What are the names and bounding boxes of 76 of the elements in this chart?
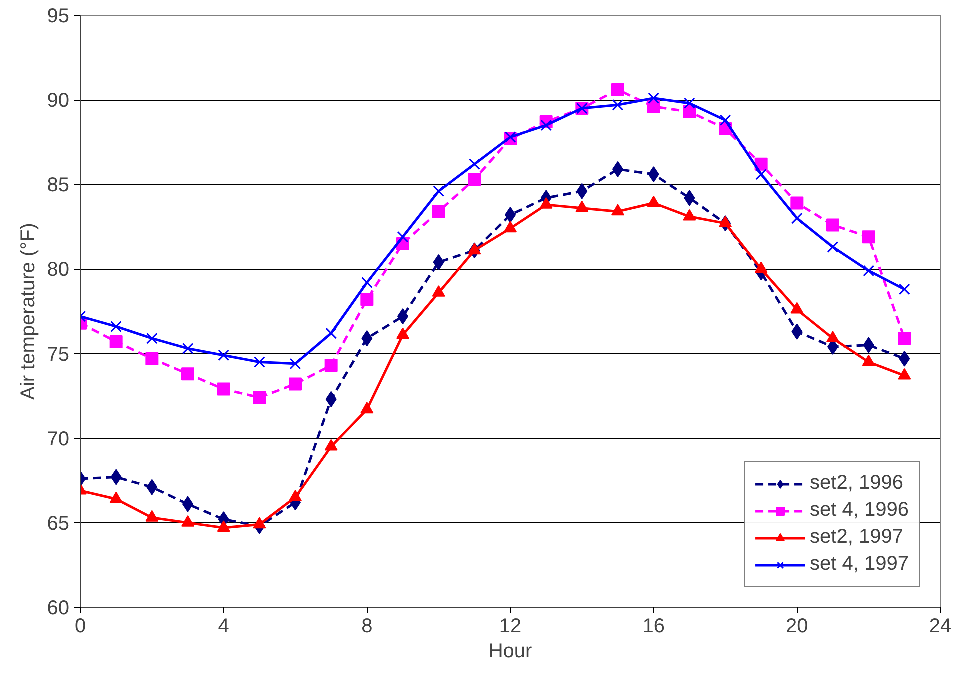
point — [540, 120, 552, 132]
legend-label: set2, 1996 — [810, 472, 904, 495]
point — [790, 196, 804, 210]
point — [289, 490, 302, 502]
point — [468, 158, 480, 170]
point — [827, 242, 839, 253]
point — [324, 359, 338, 372]
point — [110, 492, 123, 504]
y-tick-label: 90 — [47, 90, 70, 112]
y-tick-label: 60 — [47, 598, 70, 620]
point — [324, 439, 338, 451]
point — [218, 350, 230, 362]
point — [826, 218, 840, 232]
point — [648, 92, 660, 104]
point — [684, 98, 696, 110]
point — [253, 391, 266, 404]
point — [468, 243, 482, 255]
point — [361, 277, 373, 288]
point — [756, 168, 768, 180]
point — [182, 368, 194, 381]
point — [468, 173, 482, 186]
y-tick-label: 75 — [47, 344, 70, 366]
point — [720, 114, 732, 126]
point — [754, 262, 768, 274]
x-tick-label: 4 — [218, 616, 230, 638]
y-tick-label: 95 — [47, 6, 70, 28]
point — [110, 321, 122, 332]
legend-label: set 4, 1996 — [810, 499, 909, 522]
point — [898, 332, 912, 346]
x-tick-label: 12 — [499, 616, 522, 638]
point — [289, 378, 302, 391]
point — [182, 343, 194, 354]
point — [326, 328, 338, 340]
point — [360, 402, 374, 414]
point — [862, 354, 876, 366]
point — [396, 328, 410, 340]
x-tick-label: 24 — [929, 616, 952, 638]
point — [253, 517, 266, 529]
point — [863, 265, 875, 277]
x-tick-label: 16 — [642, 616, 665, 638]
legend-label: set 4, 1997 — [810, 553, 909, 576]
point — [647, 100, 660, 114]
point — [360, 293, 374, 306]
x-tick-label: 20 — [786, 616, 808, 638]
point — [146, 510, 159, 522]
point — [146, 352, 159, 366]
point — [182, 516, 194, 527]
point — [898, 284, 910, 296]
y-tick-label: 70 — [47, 428, 70, 450]
point — [290, 358, 302, 370]
point — [254, 356, 266, 368]
y-tick-label: 65 — [47, 512, 70, 535]
legend-label: set2, 1997 — [810, 526, 904, 549]
point — [612, 99, 624, 111]
point — [719, 216, 732, 228]
point — [433, 186, 445, 198]
point — [791, 212, 803, 224]
x-tick-label: 0 — [74, 616, 86, 638]
point — [862, 230, 876, 244]
x-axis-title: Hour — [488, 640, 533, 662]
point — [110, 335, 123, 348]
point — [217, 382, 230, 396]
y-axis-title: Air temperature (°F) — [17, 223, 40, 400]
y-tick-label: 80 — [47, 259, 70, 282]
point — [432, 205, 446, 218]
point — [683, 105, 696, 118]
point — [790, 302, 804, 314]
x-tick-label: 8 — [362, 616, 373, 638]
point — [826, 331, 840, 343]
point — [504, 132, 516, 143]
point — [217, 520, 230, 532]
point — [898, 368, 912, 380]
point — [146, 332, 158, 344]
point — [504, 221, 517, 233]
y-tick-label: 85 — [47, 174, 70, 197]
point — [612, 83, 624, 96]
